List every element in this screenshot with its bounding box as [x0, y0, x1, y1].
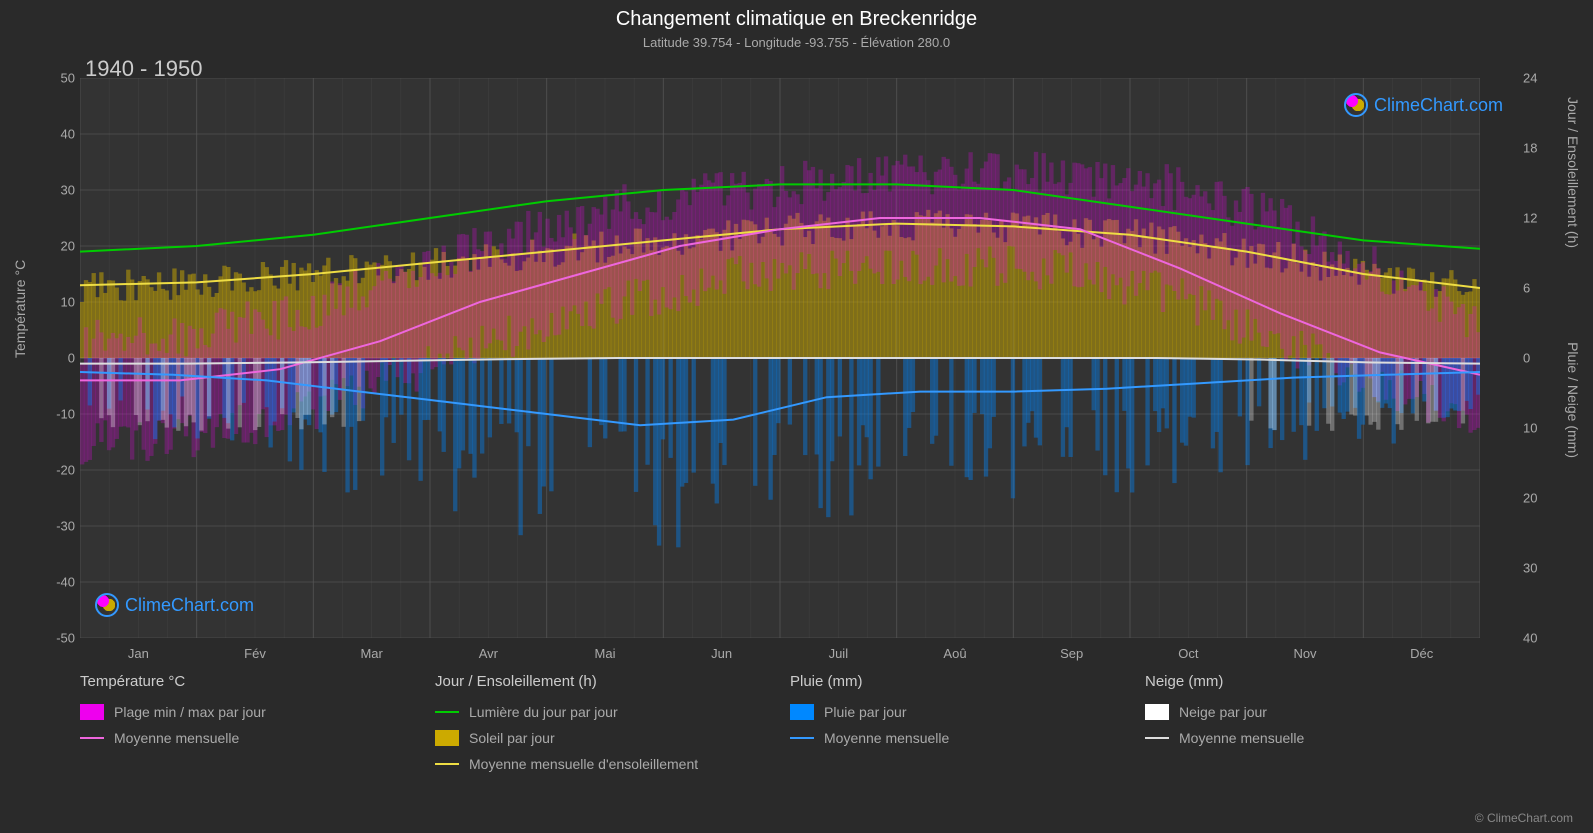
- legend-item: Plage min / max par jour: [80, 704, 415, 720]
- y-axis-left-label: Température °C: [12, 260, 28, 358]
- legend-item: Moyenne mensuelle: [790, 730, 1125, 746]
- x-tick-month: Oct: [1178, 646, 1198, 661]
- legend-swatch: [1145, 704, 1169, 720]
- y-tick-left: 20: [45, 239, 75, 254]
- y-tick-right: 0: [1523, 351, 1553, 366]
- y-axis-right-top-label: Jour / Ensoleillement (h): [1565, 97, 1581, 248]
- watermark-text: ClimeChart.com: [1374, 95, 1503, 116]
- x-tick-month: Déc: [1410, 646, 1433, 661]
- legend-item: Neige par jour: [1145, 704, 1480, 720]
- x-tick-month: Mai: [595, 646, 616, 661]
- legend-col-rain: Pluie (mm) Pluie par jour Moyenne mensue…: [790, 673, 1125, 772]
- legend-line: [80, 737, 104, 739]
- x-tick-month: Mar: [360, 646, 382, 661]
- legend-header-temp: Température °C: [80, 673, 415, 690]
- x-tick-month: Avr: [479, 646, 498, 661]
- y-tick-right: 10: [1523, 421, 1553, 436]
- legend-label: Moyenne mensuelle: [1179, 730, 1304, 746]
- chart-plot-area: [80, 78, 1480, 638]
- legend-header-snow: Neige (mm): [1145, 673, 1480, 690]
- legend-swatch: [435, 730, 459, 746]
- climechart-logo-icon: [1344, 93, 1368, 117]
- legend: Température °C Plage min / max par jour …: [80, 673, 1480, 772]
- y-tick-left: -50: [45, 631, 75, 646]
- legend-label: Pluie par jour: [824, 704, 907, 720]
- legend-label: Soleil par jour: [469, 730, 555, 746]
- legend-swatch: [80, 704, 104, 720]
- legend-label: Moyenne mensuelle d'ensoleillement: [469, 756, 698, 772]
- y-tick-left: 40: [45, 127, 75, 142]
- x-tick-month: Jan: [128, 646, 149, 661]
- x-tick-month: Nov: [1293, 646, 1316, 661]
- legend-label: Plage min / max par jour: [114, 704, 266, 720]
- y-tick-left: 30: [45, 183, 75, 198]
- y-tick-left: -30: [45, 519, 75, 534]
- watermark-top: ClimeChart.com: [1344, 93, 1503, 117]
- legend-swatch: [790, 704, 814, 720]
- x-tick-month: Fév: [244, 646, 266, 661]
- y-tick-right: 12: [1523, 211, 1553, 226]
- y-axis-right-bottom-label: Pluie / Neige (mm): [1565, 342, 1581, 458]
- y-tick-left: 0: [45, 351, 75, 366]
- watermark-text: ClimeChart.com: [125, 595, 254, 616]
- y-tick-right: 20: [1523, 491, 1553, 506]
- y-tick-right: 6: [1523, 281, 1553, 296]
- legend-col-snow: Neige (mm) Neige par jour Moyenne mensue…: [1145, 673, 1480, 772]
- watermark-bottom: ClimeChart.com: [95, 593, 254, 617]
- y-tick-right: 18: [1523, 141, 1553, 156]
- y-tick-left: -40: [45, 575, 75, 590]
- climechart-logo-icon: [95, 593, 119, 617]
- chart-subtitle: Latitude 39.754 - Longitude -93.755 - Él…: [0, 35, 1593, 50]
- legend-header-day: Jour / Ensoleillement (h): [435, 673, 770, 690]
- legend-item: Soleil par jour: [435, 730, 770, 746]
- legend-line: [435, 711, 459, 713]
- y-tick-right: 30: [1523, 561, 1553, 576]
- legend-item: Moyenne mensuelle d'ensoleillement: [435, 756, 770, 772]
- legend-col-temp: Température °C Plage min / max par jour …: [80, 673, 415, 772]
- legend-line: [435, 763, 459, 765]
- legend-item: Lumière du jour par jour: [435, 704, 770, 720]
- y-tick-left: -20: [45, 463, 75, 478]
- y-tick-right: 24: [1523, 71, 1553, 86]
- legend-label: Lumière du jour par jour: [469, 704, 618, 720]
- legend-label: Neige par jour: [1179, 704, 1267, 720]
- x-tick-month: Sep: [1060, 646, 1083, 661]
- y-tick-left: 50: [45, 71, 75, 86]
- x-tick-month: Juil: [829, 646, 849, 661]
- legend-col-day: Jour / Ensoleillement (h) Lumière du jou…: [435, 673, 770, 772]
- chart-title: Changement climatique en Breckenridge: [0, 8, 1593, 31]
- y-tick-left: 10: [45, 295, 75, 310]
- legend-line: [790, 737, 814, 739]
- legend-item: Pluie par jour: [790, 704, 1125, 720]
- legend-label: Moyenne mensuelle: [824, 730, 949, 746]
- legend-item: Moyenne mensuelle: [1145, 730, 1480, 746]
- y-tick-right: 40: [1523, 631, 1553, 646]
- legend-line: [1145, 737, 1169, 739]
- x-tick-month: Aoû: [943, 646, 966, 661]
- copyright: © ClimeChart.com: [1475, 811, 1573, 825]
- legend-header-rain: Pluie (mm): [790, 673, 1125, 690]
- x-tick-month: Jun: [711, 646, 732, 661]
- legend-item: Moyenne mensuelle: [80, 730, 415, 746]
- legend-label: Moyenne mensuelle: [114, 730, 239, 746]
- y-tick-left: -10: [45, 407, 75, 422]
